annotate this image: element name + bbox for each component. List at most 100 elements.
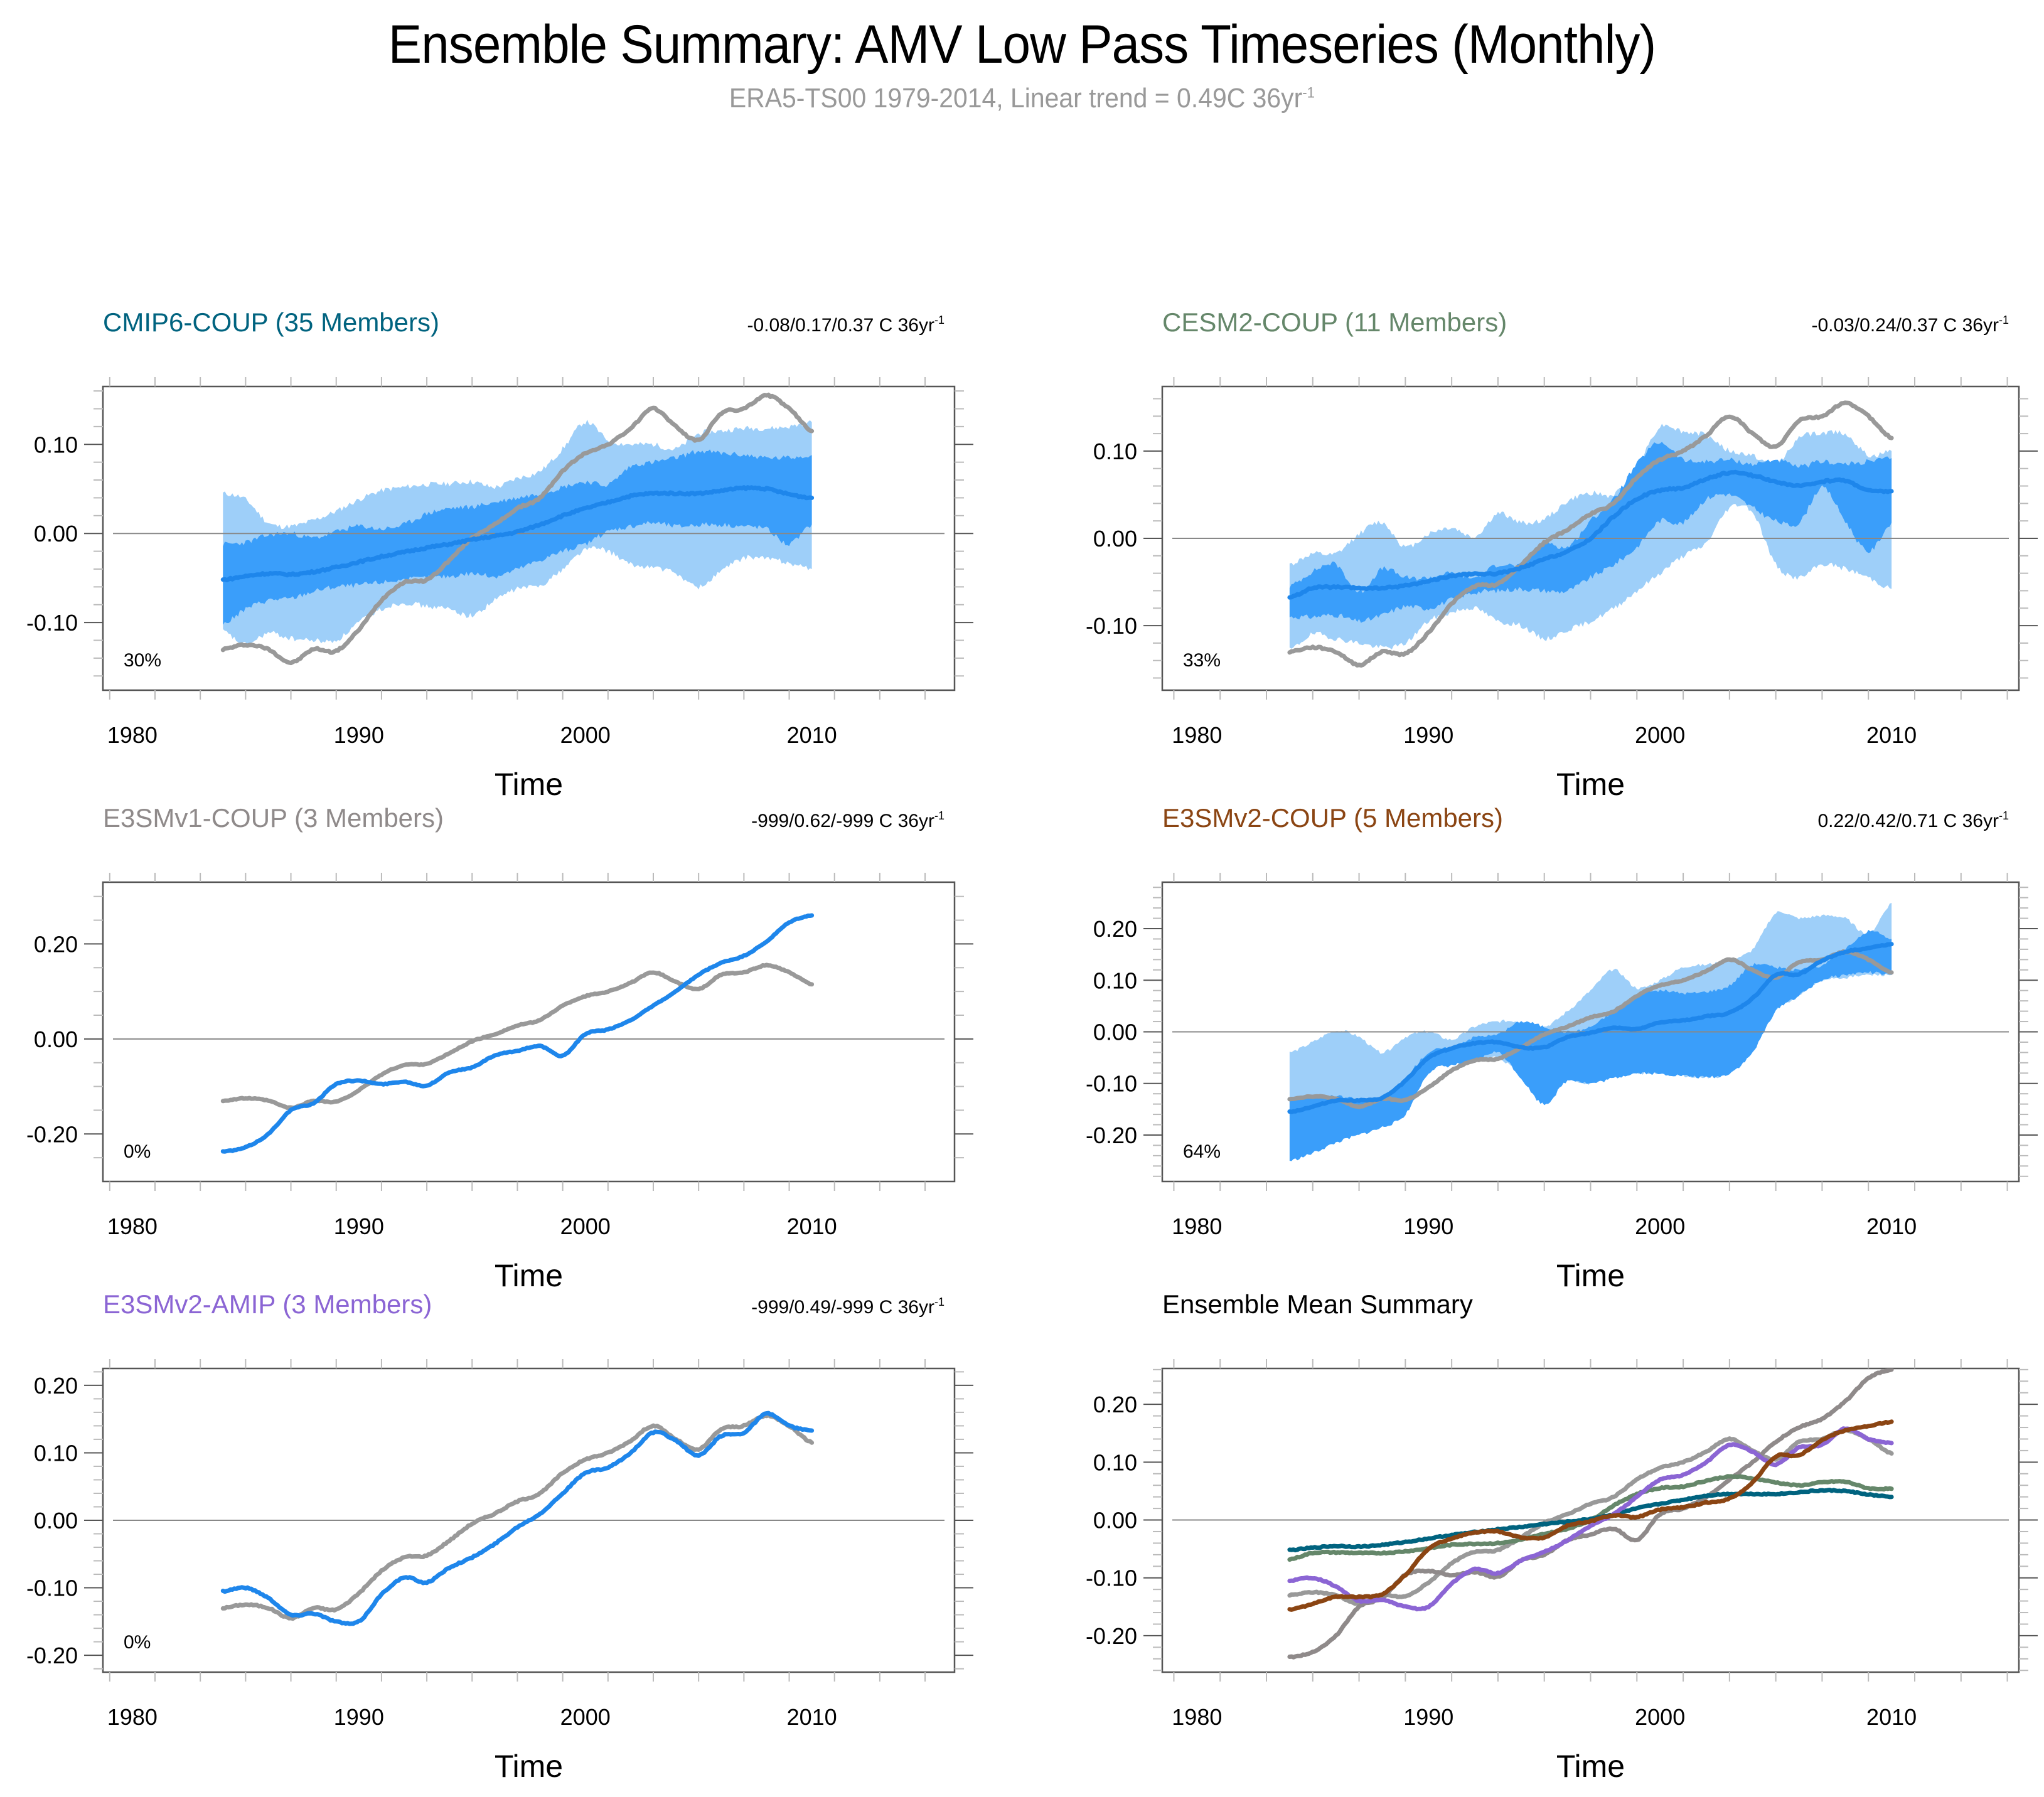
panel-e3smv1-coup: E3SMv1-COUP (3 Members) -999/0.62/-999 C …	[26, 803, 973, 1293]
series-line-e3smv1-coup	[1287, 1368, 1894, 1660]
y-tick-label: -0.10	[1086, 613, 1137, 639]
y-tick-label: -0.20	[26, 1643, 78, 1668]
series-line-ensemble-mean	[220, 1410, 815, 1626]
panel-trend-label: -0.03/0.24/0.37 C 36yr-1	[1811, 314, 2009, 336]
x-axis-title: Time	[1556, 1258, 1625, 1293]
x-tick-label: 2010	[1866, 722, 1917, 748]
band-inner	[1289, 930, 1892, 1161]
trend-superscript: -1	[934, 314, 944, 326]
y-tick-label: -0.10	[26, 610, 78, 636]
series-line-e3smv2-amip	[1287, 1426, 1894, 1612]
plot-area	[113, 913, 944, 1154]
panel-cmip6-coup: CMIP6-COUP (35 Members) -0.08/0.17/0.37 C…	[26, 307, 973, 802]
x-axis-title: Time	[495, 767, 563, 802]
x-tick-label: 1990	[1403, 1704, 1453, 1730]
trend-text: -999/0.49/-999 C 36yr	[751, 1297, 934, 1318]
plot-area	[1172, 1368, 2009, 1660]
y-tick-label: -0.20	[26, 1121, 78, 1147]
figure-title: Ensemble Summary: AMV Low Pass Timeserie…	[388, 14, 1656, 75]
x-tick-label: 2010	[787, 722, 837, 748]
x-tick-label: 1980	[1172, 1704, 1222, 1730]
series-line-e3smv2-coup	[1287, 1419, 1894, 1612]
series-line-era5-ts00	[1287, 1427, 1894, 1606]
y-tick-label: 0.10	[1093, 1449, 1137, 1475]
percent-label: 0%	[124, 1141, 151, 1162]
x-axis-title: Time	[1556, 1749, 1625, 1784]
panel-e3smv2-amip: E3SMv2-AMIP (3 Members) -999/0.49/-999 C …	[26, 1289, 973, 1784]
y-tick-label: 0.00	[1093, 1020, 1137, 1045]
x-tick-label: 2010	[787, 1704, 837, 1730]
series-line-ensemble-mean	[1287, 469, 1894, 600]
x-tick-label: 2010	[1866, 1704, 1917, 1730]
x-tick-label: 1980	[1172, 722, 1222, 748]
y-tick-label: 0.20	[34, 1373, 78, 1399]
x-axis-title: Time	[495, 1258, 563, 1293]
figure-subtitle: ERA5-TS00 1979-2014, Linear trend = 0.49…	[72, 83, 1972, 114]
plot-area	[113, 392, 944, 666]
band-outer	[1289, 902, 1892, 1116]
series-line-ensemble-mean	[220, 485, 815, 583]
x-tick-label: 1980	[107, 1213, 158, 1239]
panel-title: E3SMv1-COUP (3 Members)	[103, 803, 444, 833]
percent-label: 33%	[1183, 650, 1221, 671]
series-line-era5-ts00	[1287, 400, 1894, 668]
x-tick-label: 1990	[1403, 1213, 1453, 1239]
y-tick-label: 0.20	[34, 931, 78, 957]
panel-title: CESM2-COUP (11 Members)	[1162, 307, 1507, 337]
y-tick-label: 0.10	[34, 432, 78, 457]
y-tick-label: -0.10	[1086, 1565, 1137, 1591]
series-line-era5-ts00	[1287, 949, 1894, 1109]
subtitle-text: ERA5-TS00 1979-2014, Linear trend = 0.49…	[729, 83, 1303, 114]
panel-cesm2-coup: CESM2-COUP (11 Members) -0.03/0.24/0.37 C…	[1086, 307, 2038, 802]
percent-label: 64%	[1183, 1141, 1221, 1162]
panel-ensemble-mean-summary: Ensemble Mean Summary 1980 1990 2000 2010 Tim…	[1086, 1289, 2038, 1784]
plot-area	[1172, 902, 2009, 1161]
y-tick-label: 0.10	[1093, 968, 1137, 993]
x-tick-label: 2000	[560, 1704, 611, 1730]
x-tick-label: 1990	[334, 1704, 384, 1730]
x-tick-label: 2010	[1866, 1213, 1917, 1239]
y-tick-label: 0.00	[34, 521, 78, 547]
trend-text: -999/0.62/-999 C 36yr	[751, 811, 934, 831]
panel-trend-label: -999/0.49/-999 C 36yr-1	[751, 1296, 944, 1318]
x-tick-label: 2000	[1635, 1704, 1685, 1730]
percent-label: 0%	[124, 1632, 151, 1653]
plot-frame	[102, 385, 956, 691]
x-axis-title: Time	[495, 1749, 563, 1784]
x-tick-label: 2000	[1635, 722, 1685, 748]
x-tick-label: 1990	[1403, 722, 1453, 748]
trend-superscript: -1	[934, 809, 944, 822]
panel-title: CMIP6-COUP (35 Members)	[103, 307, 439, 337]
panel-trend-label: 0.22/0.42/0.71 C 36yr-1	[1817, 809, 2009, 831]
trend-superscript: -1	[1999, 809, 2009, 822]
panel-title: E3SMv2-AMIP (3 Members)	[103, 1289, 432, 1319]
y-tick-label: 0.00	[1093, 526, 1137, 552]
trend-superscript: -1	[934, 1296, 944, 1308]
series-line-era5-ts00	[220, 962, 815, 1111]
x-tick-label: 1990	[334, 722, 384, 748]
y-tick-label: -0.20	[1086, 1122, 1137, 1148]
series-line-ensemble-mean	[220, 913, 815, 1154]
y-tick-label: -0.20	[1086, 1623, 1137, 1649]
panel-trend-label: -0.08/0.17/0.37 C 36yr-1	[747, 314, 944, 336]
trend-text: 0.22/0.42/0.71 C 36yr	[1817, 811, 1999, 831]
panel-e3smv2-coup: E3SMv2-COUP (5 Members) 0.22/0.42/0.71 C …	[1086, 803, 2038, 1293]
panel-trend-label: -999/0.62/-999 C 36yr-1	[751, 809, 944, 831]
series-line-era5-ts00	[220, 1412, 815, 1621]
x-tick-label: 2000	[1635, 1213, 1685, 1239]
plot-area	[1172, 400, 2009, 668]
panel-title: E3SMv2-COUP (5 Members)	[1162, 803, 1503, 833]
series-line-era5-ts00	[220, 392, 815, 666]
subtitle-superscript: -1	[1302, 84, 1315, 102]
y-tick-label: 0.00	[1093, 1508, 1137, 1533]
plot-frame	[102, 881, 956, 1183]
x-tick-label: 2010	[787, 1213, 837, 1239]
x-tick-label: 2000	[560, 722, 611, 748]
x-axis-title: Time	[1556, 767, 1625, 802]
x-tick-label: 1980	[1172, 1213, 1222, 1239]
panel-title: Ensemble Mean Summary	[1162, 1289, 1473, 1319]
x-tick-label: 1990	[334, 1213, 384, 1239]
y-tick-label: 0.20	[1093, 916, 1137, 942]
trend-text: -0.03/0.24/0.37 C 36yr	[1811, 315, 1999, 336]
y-tick-label: 0.20	[1093, 1392, 1137, 1417]
